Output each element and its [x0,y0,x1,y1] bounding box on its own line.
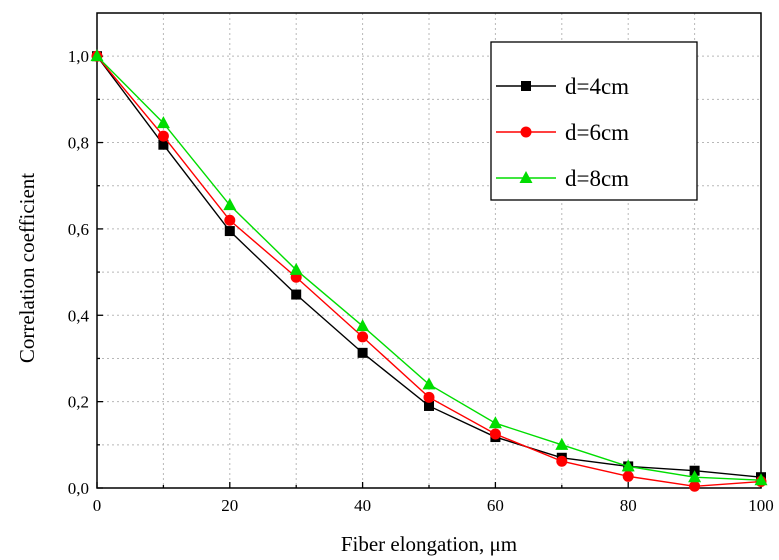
x-axis-label: Fiber elongation, μm [341,532,517,556]
x-tick-label: 20 [221,496,238,515]
x-tick-label: 80 [620,496,637,515]
data-point [224,214,236,226]
data-point [356,319,370,332]
data-point [90,49,104,62]
legend-label: d=4cm [565,74,629,99]
data-point [422,377,436,390]
legend-marker [520,126,532,138]
data-point [223,198,237,211]
data-point [224,226,235,237]
data-point [357,331,369,343]
series-layer [90,49,768,492]
data-point [689,480,701,492]
data-point [157,130,169,142]
y-tick-label: 0,8 [68,134,89,153]
grid [97,13,761,488]
legend-marker [521,81,531,91]
legend-label: d=6cm [565,120,629,145]
legend-item: d=4cm [496,74,629,99]
data-point [489,428,501,440]
data-point [555,437,569,450]
y-tick-label: 0,4 [68,306,90,325]
y-tick-label: 1,0 [68,47,89,66]
legend-label: d=8cm [565,166,629,191]
data-point [423,391,435,403]
data-point [688,470,702,483]
data-point [754,473,768,486]
data-point [622,470,634,482]
data-point [621,459,635,472]
data-point [357,347,368,358]
data-point [556,455,568,467]
y-tick-label: 0,6 [68,220,89,239]
x-tick-label: 40 [354,496,371,515]
data-point [156,116,170,129]
data-point [488,416,502,429]
legend-marker [519,171,533,183]
y-tick-label: 0,2 [68,393,89,412]
axis-ticks: 0 20 40 60 80 100 0,0 0,2 0,4 0,6 0,8 1,0 [68,47,774,515]
y-axis-label: Correlation coefficient [15,173,39,363]
x-tick-label: 0 [93,496,102,515]
data-point [289,262,303,275]
series-d=8cm [90,49,768,486]
x-tick-label: 100 [748,496,774,515]
x-tick-label: 60 [487,496,504,515]
legend-item: d=8cm [496,166,629,191]
data-point [158,139,169,150]
data-point [291,289,302,300]
series-d=6cm [91,50,767,492]
legend-item: d=6cm [496,120,629,145]
data-point [424,400,434,411]
y-tick-label: 0,0 [68,479,89,498]
legend: d=4cm d=6cm d=8cm [490,41,698,201]
